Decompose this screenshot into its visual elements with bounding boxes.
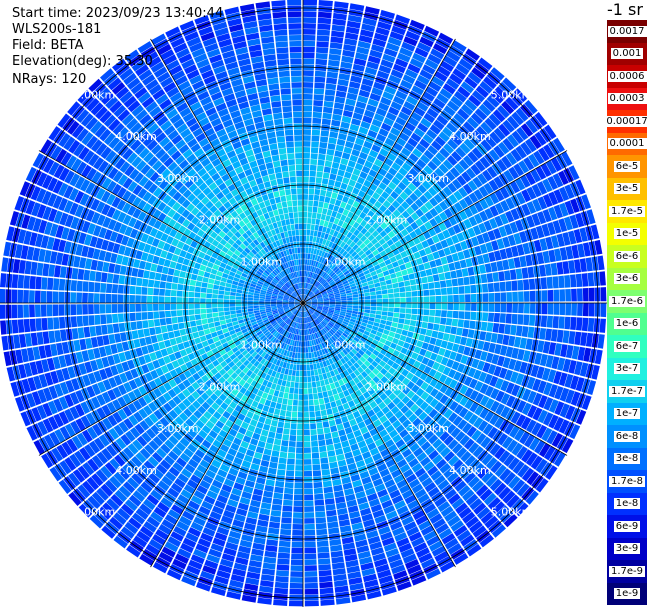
range-label: 3.00km <box>407 172 449 185</box>
colorbar-cell: 1.7e-8 <box>607 470 647 493</box>
range-label: 3.00km <box>157 172 199 185</box>
colorbar-cell: 1e-7 <box>607 402 647 425</box>
start-time: Start time: 2023/09/23 13:40:44 <box>12 6 224 21</box>
colorbar-label: 1e-7 <box>613 408 641 420</box>
colorbar-label: 0.0001 <box>607 138 647 150</box>
range-label: 2.00km <box>199 214 241 227</box>
colorbar-label: 0.0017 <box>607 25 647 37</box>
colorbar-cell: 3e-5 <box>607 177 647 200</box>
radial-spoke <box>302 302 456 568</box>
colorbar-cell: 0.0003 <box>607 87 647 110</box>
colorbar-cell: 6e-7 <box>607 335 647 358</box>
colorbar-label: 3e-6 <box>613 273 641 285</box>
colorbar-title: -1 sr <box>607 0 643 19</box>
colorbar-cell: 6e-9 <box>607 515 647 538</box>
range-label: 5.00km <box>491 506 533 519</box>
colorbar-cell: 3e-9 <box>607 537 647 560</box>
range-label: 4.00km <box>115 464 157 477</box>
colorbar-label: 1e-8 <box>613 498 641 510</box>
colorbar-cell: 3e-6 <box>607 267 647 290</box>
colorbar-label: 1.7e-5 <box>608 205 646 217</box>
ppi-bin-group <box>23 26 580 583</box>
ppi-bin-group <box>189 189 420 421</box>
colorbar-label: 1.7e-9 <box>608 565 646 577</box>
colorbar-label: 1e-9 <box>613 588 641 600</box>
elevation: Elevation(deg): 35.30 <box>12 54 153 69</box>
colorbar-cell: 6e-5 <box>607 155 647 178</box>
range-label: 1.00km <box>241 339 283 352</box>
colorbar-label: 6e-7 <box>613 340 641 352</box>
range-label: 5.00km <box>491 88 533 101</box>
colorbar-label: 6e-6 <box>613 250 641 262</box>
colorbar-label: 0.001 <box>610 48 644 60</box>
colorbar-label: 6e-9 <box>613 520 641 532</box>
nrays: NRays: 120 <box>12 72 87 87</box>
colorbar-label: 3e-9 <box>613 543 641 555</box>
colorbar-label: 3e-5 <box>613 183 641 195</box>
radial-spoke <box>150 302 304 568</box>
radial-spoke <box>302 302 568 456</box>
range-label: 1.00km <box>324 339 366 352</box>
range-label: 5.00km <box>74 506 116 519</box>
colorbar-cell: 1.7e-7 <box>607 380 647 403</box>
radial-spoke <box>38 150 304 304</box>
ppi-bin-group <box>147 147 465 463</box>
ppi-plot: 1.00km 1.00km 1.00km 1.00km 2.00km 2.00km 2.00… <box>0 0 607 607</box>
range-label: 5.00km <box>74 88 116 101</box>
colorbar-cell: 6e-6 <box>607 245 647 268</box>
range-label: 1.00km <box>241 255 283 268</box>
device-name: WLS200s-181 <box>12 22 102 37</box>
range-label: 1.00km <box>324 255 366 268</box>
colorbar-cell: 3e-7 <box>607 357 647 380</box>
colorbar-cell: 3e-8 <box>607 447 647 470</box>
colorbar-cell: 1e-6 <box>607 312 647 335</box>
colorbar-label: 1e-5 <box>613 228 641 240</box>
radial-spoke <box>302 150 568 304</box>
colorbar-cell: 6e-8 <box>607 425 647 448</box>
colorbar-label: 1e-6 <box>613 318 641 330</box>
colorbar-cell: 1.7e-9 <box>607 560 647 583</box>
colorbar-label: 1.7e-7 <box>608 385 646 397</box>
colorbar-cell: 0.00017 <box>604 110 647 133</box>
colorbar-cell: 1e-8 <box>607 492 647 515</box>
range-label: 3.00km <box>407 422 449 435</box>
colorbar-cell: 1.7e-6 <box>607 290 647 313</box>
colorbar-label: 0.0003 <box>607 93 647 105</box>
range-label: 4.00km <box>115 130 157 143</box>
range-label: 3.00km <box>157 422 199 435</box>
colorbar-cell: 0.001 <box>607 42 647 65</box>
radial-spoke <box>302 38 456 304</box>
colorbar-cell: 0.0017 <box>607 20 647 43</box>
colorbar-cell: 1e-5 <box>607 222 647 245</box>
colorbar-label: 1.7e-8 <box>608 475 646 487</box>
ppi-grid <box>0 0 607 607</box>
colorbar-cell: 1.7e-5 <box>607 200 647 223</box>
colorbar-label: 6e-5 <box>613 160 641 172</box>
colorbar-label: 1.7e-6 <box>608 295 646 307</box>
range-label: 2.00km <box>366 380 408 393</box>
colorbar-cell: 1e-9 <box>607 582 647 605</box>
colorbar-label: 3e-8 <box>613 453 641 465</box>
range-label: 4.00km <box>449 464 491 477</box>
range-label: 4.00km <box>449 130 491 143</box>
colorbar: 0.0017 0.001 0.0006 0.0003 0.00017 0.0001 6e-5… <box>604 20 647 605</box>
colorbar-cell: 0.0006 <box>607 65 647 88</box>
colorbar-label: 0.0006 <box>607 70 647 82</box>
ppi-bin-group <box>70 75 536 541</box>
field-name: Field: BETA <box>12 38 84 53</box>
radial-spoke <box>150 38 304 304</box>
range-labels: 1.00km 1.00km 1.00km 1.00km 2.00km 2.00km 2.00… <box>74 88 533 518</box>
colorbar-cell: 0.0001 <box>607 132 647 155</box>
colorbar-label: 3e-7 <box>613 363 641 375</box>
radial-spoke <box>38 302 304 456</box>
range-label: 2.00km <box>366 214 408 227</box>
colorbar-label: 0.00017 <box>604 115 647 127</box>
range-label: 2.00km <box>199 380 241 393</box>
colorbar-label: 6e-8 <box>613 430 641 442</box>
